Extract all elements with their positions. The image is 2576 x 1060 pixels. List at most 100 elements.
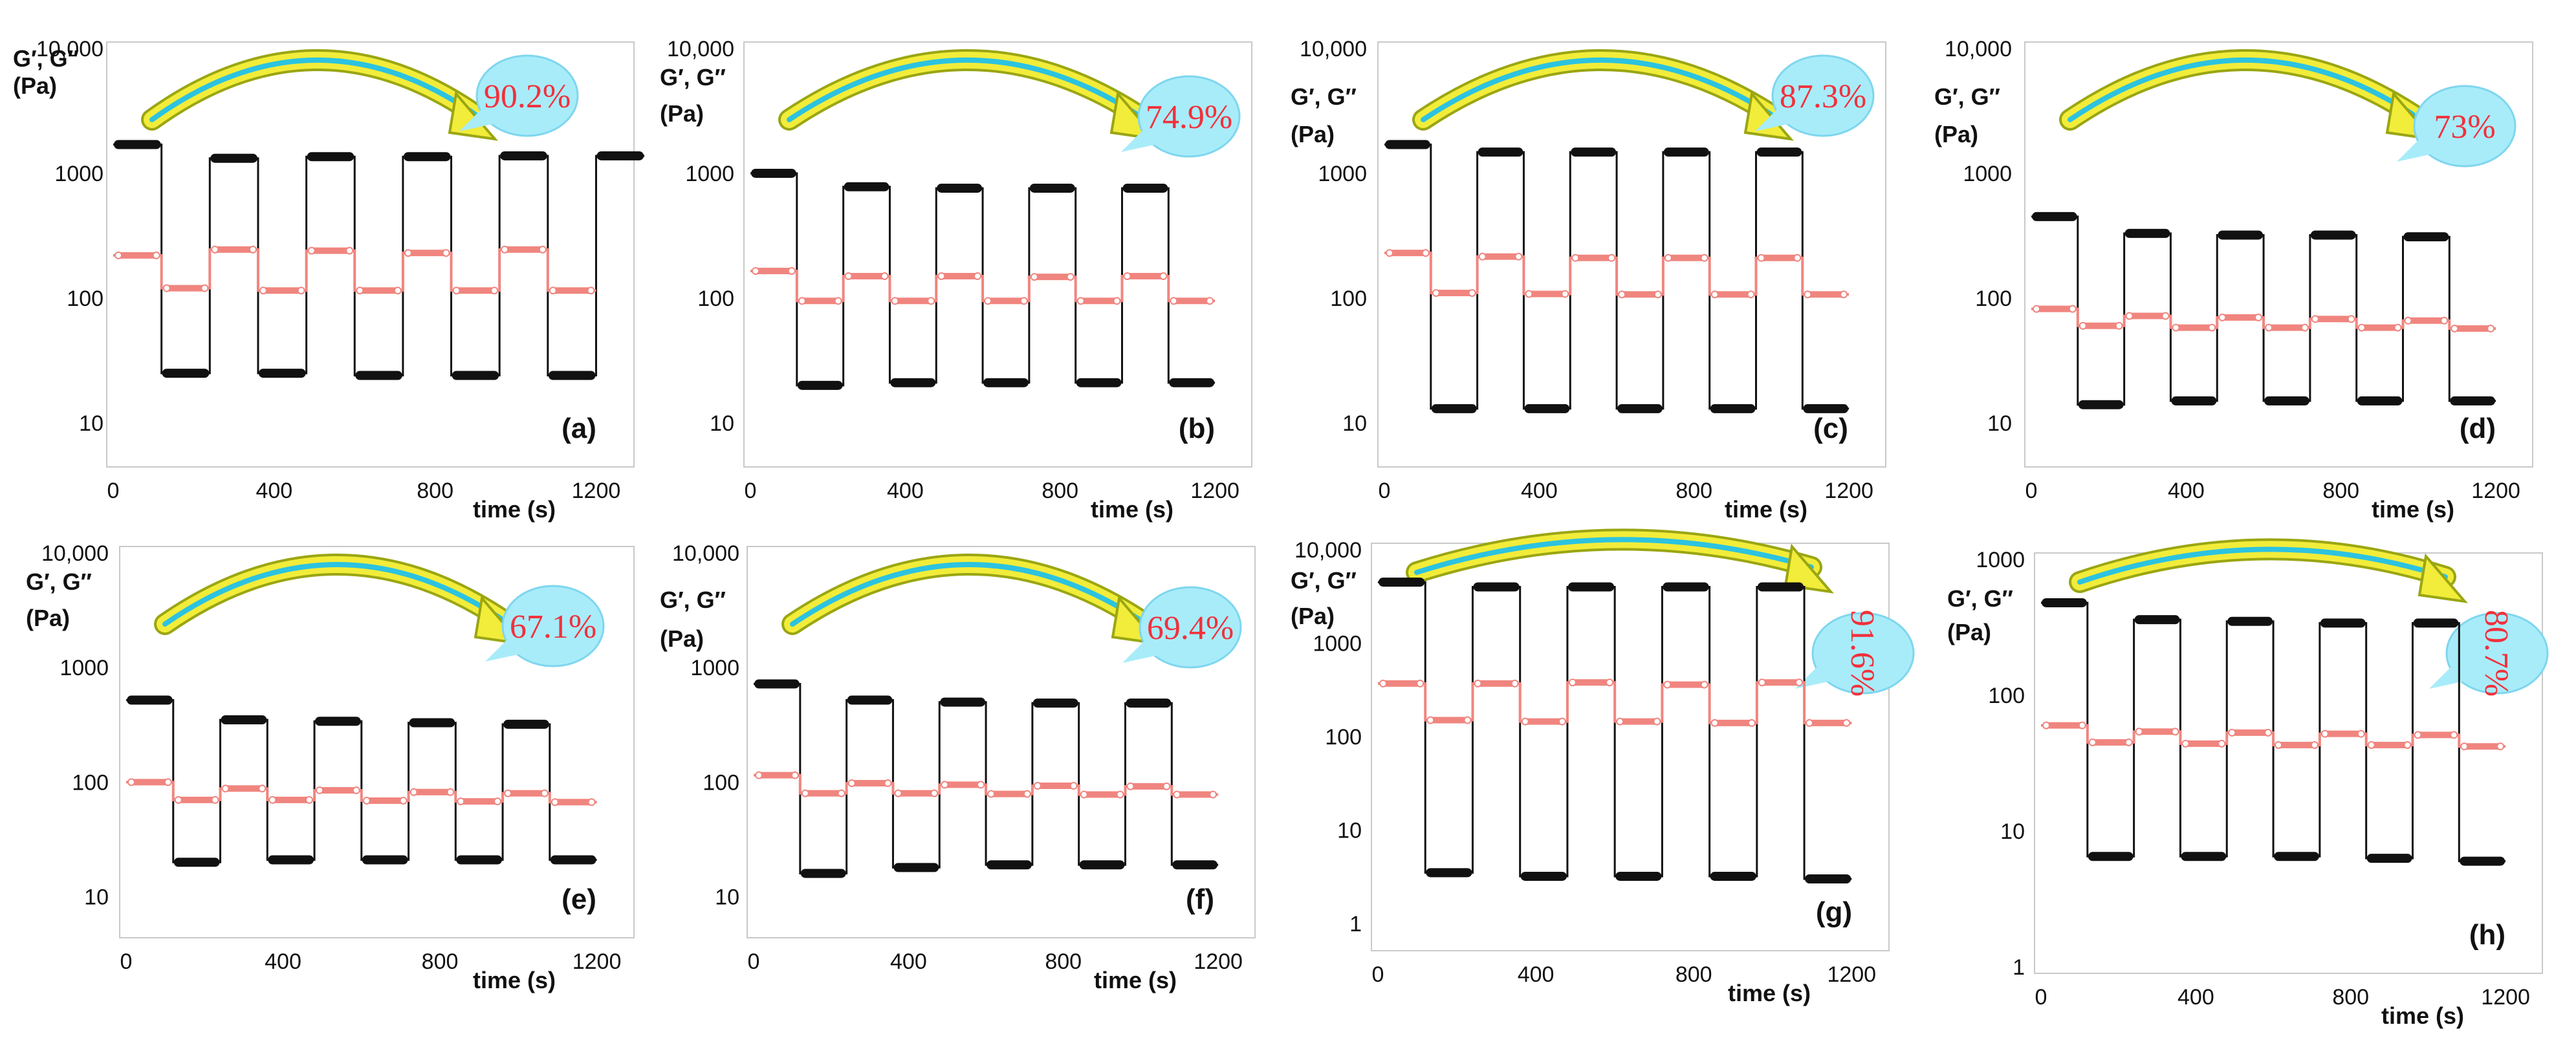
y-tick-label: 10,000	[41, 541, 109, 566]
y-tick-label: 10	[79, 411, 104, 436]
g-double-prime-point	[2394, 323, 2402, 332]
x-tick-label: 400	[1521, 479, 1558, 503]
g-double-prime-point	[2275, 741, 2283, 749]
g-double-prime-point	[1126, 782, 1135, 790]
recovery-arrow-core	[2077, 546, 2448, 585]
arrow-head	[2418, 553, 2468, 603]
g-double-prime-point	[2450, 731, 2458, 739]
y-tick-label: 1	[2013, 955, 2025, 980]
x-tick-label: 0	[748, 949, 760, 974]
g-double-prime-point	[1806, 719, 1814, 727]
x-axis-label: time (s)	[1094, 967, 1177, 993]
series-g-double-prime-line	[750, 269, 1216, 303]
g-double-prime-point	[1033, 782, 1042, 790]
panel-label: (f)	[1186, 883, 1214, 915]
y-tick-label: 100	[703, 770, 739, 795]
g-double-prime-point	[1758, 678, 1766, 687]
g-double-prime-point	[2115, 321, 2123, 330]
y-axis-label: (Pa)	[660, 625, 704, 652]
plot-frame	[747, 546, 1256, 938]
y-tick-label: 10	[1337, 818, 1362, 843]
plot-frame	[743, 41, 1252, 468]
g-double-prime-point	[404, 249, 412, 257]
y-tick-label: 10	[84, 885, 109, 910]
percent-bubble	[1771, 54, 1875, 137]
g-double-prime-point	[791, 771, 799, 779]
g-double-prime-point	[174, 795, 182, 804]
g-double-prime-point	[1113, 297, 1121, 305]
g-double-prime-point	[2172, 323, 2180, 332]
x-tick-label: 0	[2025, 479, 2038, 503]
x-tick-label: 1200	[1827, 962, 1876, 987]
y-tick-label: 1000	[1963, 162, 2012, 186]
series-g-double-prime-line	[113, 248, 596, 292]
g-double-prime-point	[1386, 249, 1393, 257]
g-double-prime-point	[1747, 719, 1756, 727]
plot-frame	[1371, 543, 1890, 951]
g-double-prime-point	[2228, 728, 2236, 737]
g-double-prime-point	[345, 246, 354, 255]
g-double-prime-point	[2357, 730, 2365, 738]
g-double-prime-point	[927, 297, 935, 305]
g-double-prime-point	[894, 789, 902, 797]
y-tick-label: 10,000	[1300, 37, 1367, 61]
y-tick-label: 100	[1325, 725, 1362, 750]
y-tick-label: 100	[1975, 287, 2012, 311]
g-double-prime-point	[2068, 305, 2077, 313]
g-double-prime-point	[2218, 739, 2226, 748]
x-tick-label: 1200	[573, 949, 622, 974]
g-double-prime-point	[1069, 782, 1078, 790]
y-tick-label: 100	[72, 770, 109, 795]
bubble-tail	[2429, 666, 2468, 689]
g-double-prime-point	[1525, 290, 1533, 298]
g-double-prime-point	[297, 287, 305, 295]
retention-percent: 87.3%	[1780, 78, 1866, 115]
panel-label: (a)	[562, 413, 596, 444]
g-double-prime-point	[307, 246, 316, 255]
y-tick-label: 10	[1342, 411, 1367, 436]
y-axis-label: G′, G″	[1947, 585, 2013, 612]
g-double-prime-point	[501, 245, 509, 254]
g-double-prime-point	[399, 796, 408, 805]
recovery-arrow-core	[162, 561, 504, 627]
x-tick-label: 800	[1675, 962, 1712, 987]
y-tick-label: 100	[67, 287, 104, 311]
g-double-prime-point	[1700, 680, 1708, 689]
y-tick-label: 10,000	[1294, 538, 1362, 563]
series-g-double-prime-line	[2041, 724, 2506, 748]
y-tick-label: 1000	[1313, 631, 1362, 656]
y-tick-label: 1000	[60, 656, 109, 680]
g-double-prime-point	[2264, 728, 2273, 737]
g-double-prime-point	[1116, 790, 1124, 799]
bubble-tail	[459, 109, 498, 131]
x-tick-label: 800	[2332, 985, 2369, 1010]
y-axis-label: (Pa)	[660, 100, 704, 127]
x-tick-label: 0	[1372, 962, 1384, 987]
g-double-prime-point	[1514, 252, 1523, 261]
x-tick-label: 800	[422, 949, 459, 974]
g-double-prime-point	[1023, 790, 1031, 798]
g-double-prime-point	[880, 272, 889, 280]
x-tick-label: 800	[1042, 479, 1078, 503]
x-tick-label: 0	[745, 479, 757, 503]
g-double-prime-point	[457, 797, 465, 806]
g-double-prime-point	[1463, 716, 1472, 724]
y-tick-label: 10	[1987, 411, 2012, 436]
retention-percent: 74.9%	[1146, 99, 1232, 136]
g-double-prime-point	[1478, 252, 1487, 261]
g-double-prime-point	[1616, 717, 1624, 726]
g-double-prime-point	[540, 789, 549, 797]
retention-percent: 69.4%	[1147, 610, 1234, 647]
y-tick-label: 10	[2000, 819, 2025, 844]
g-double-prime-point	[834, 297, 842, 305]
g-double-prime-point	[801, 789, 809, 797]
percent-bubble	[1811, 612, 1915, 695]
y-tick-label: 10,000	[36, 37, 104, 61]
g-double-prime-point	[987, 790, 996, 798]
plot-frame	[2034, 552, 2543, 974]
recovery-arrow-core	[1414, 537, 1814, 575]
series-g-double-prime-line	[1378, 681, 1852, 724]
g-double-prime-point	[1618, 290, 1626, 299]
x-axis-label: time (s)	[2381, 1002, 2464, 1029]
x-tick-label: 1200	[1824, 479, 1873, 503]
